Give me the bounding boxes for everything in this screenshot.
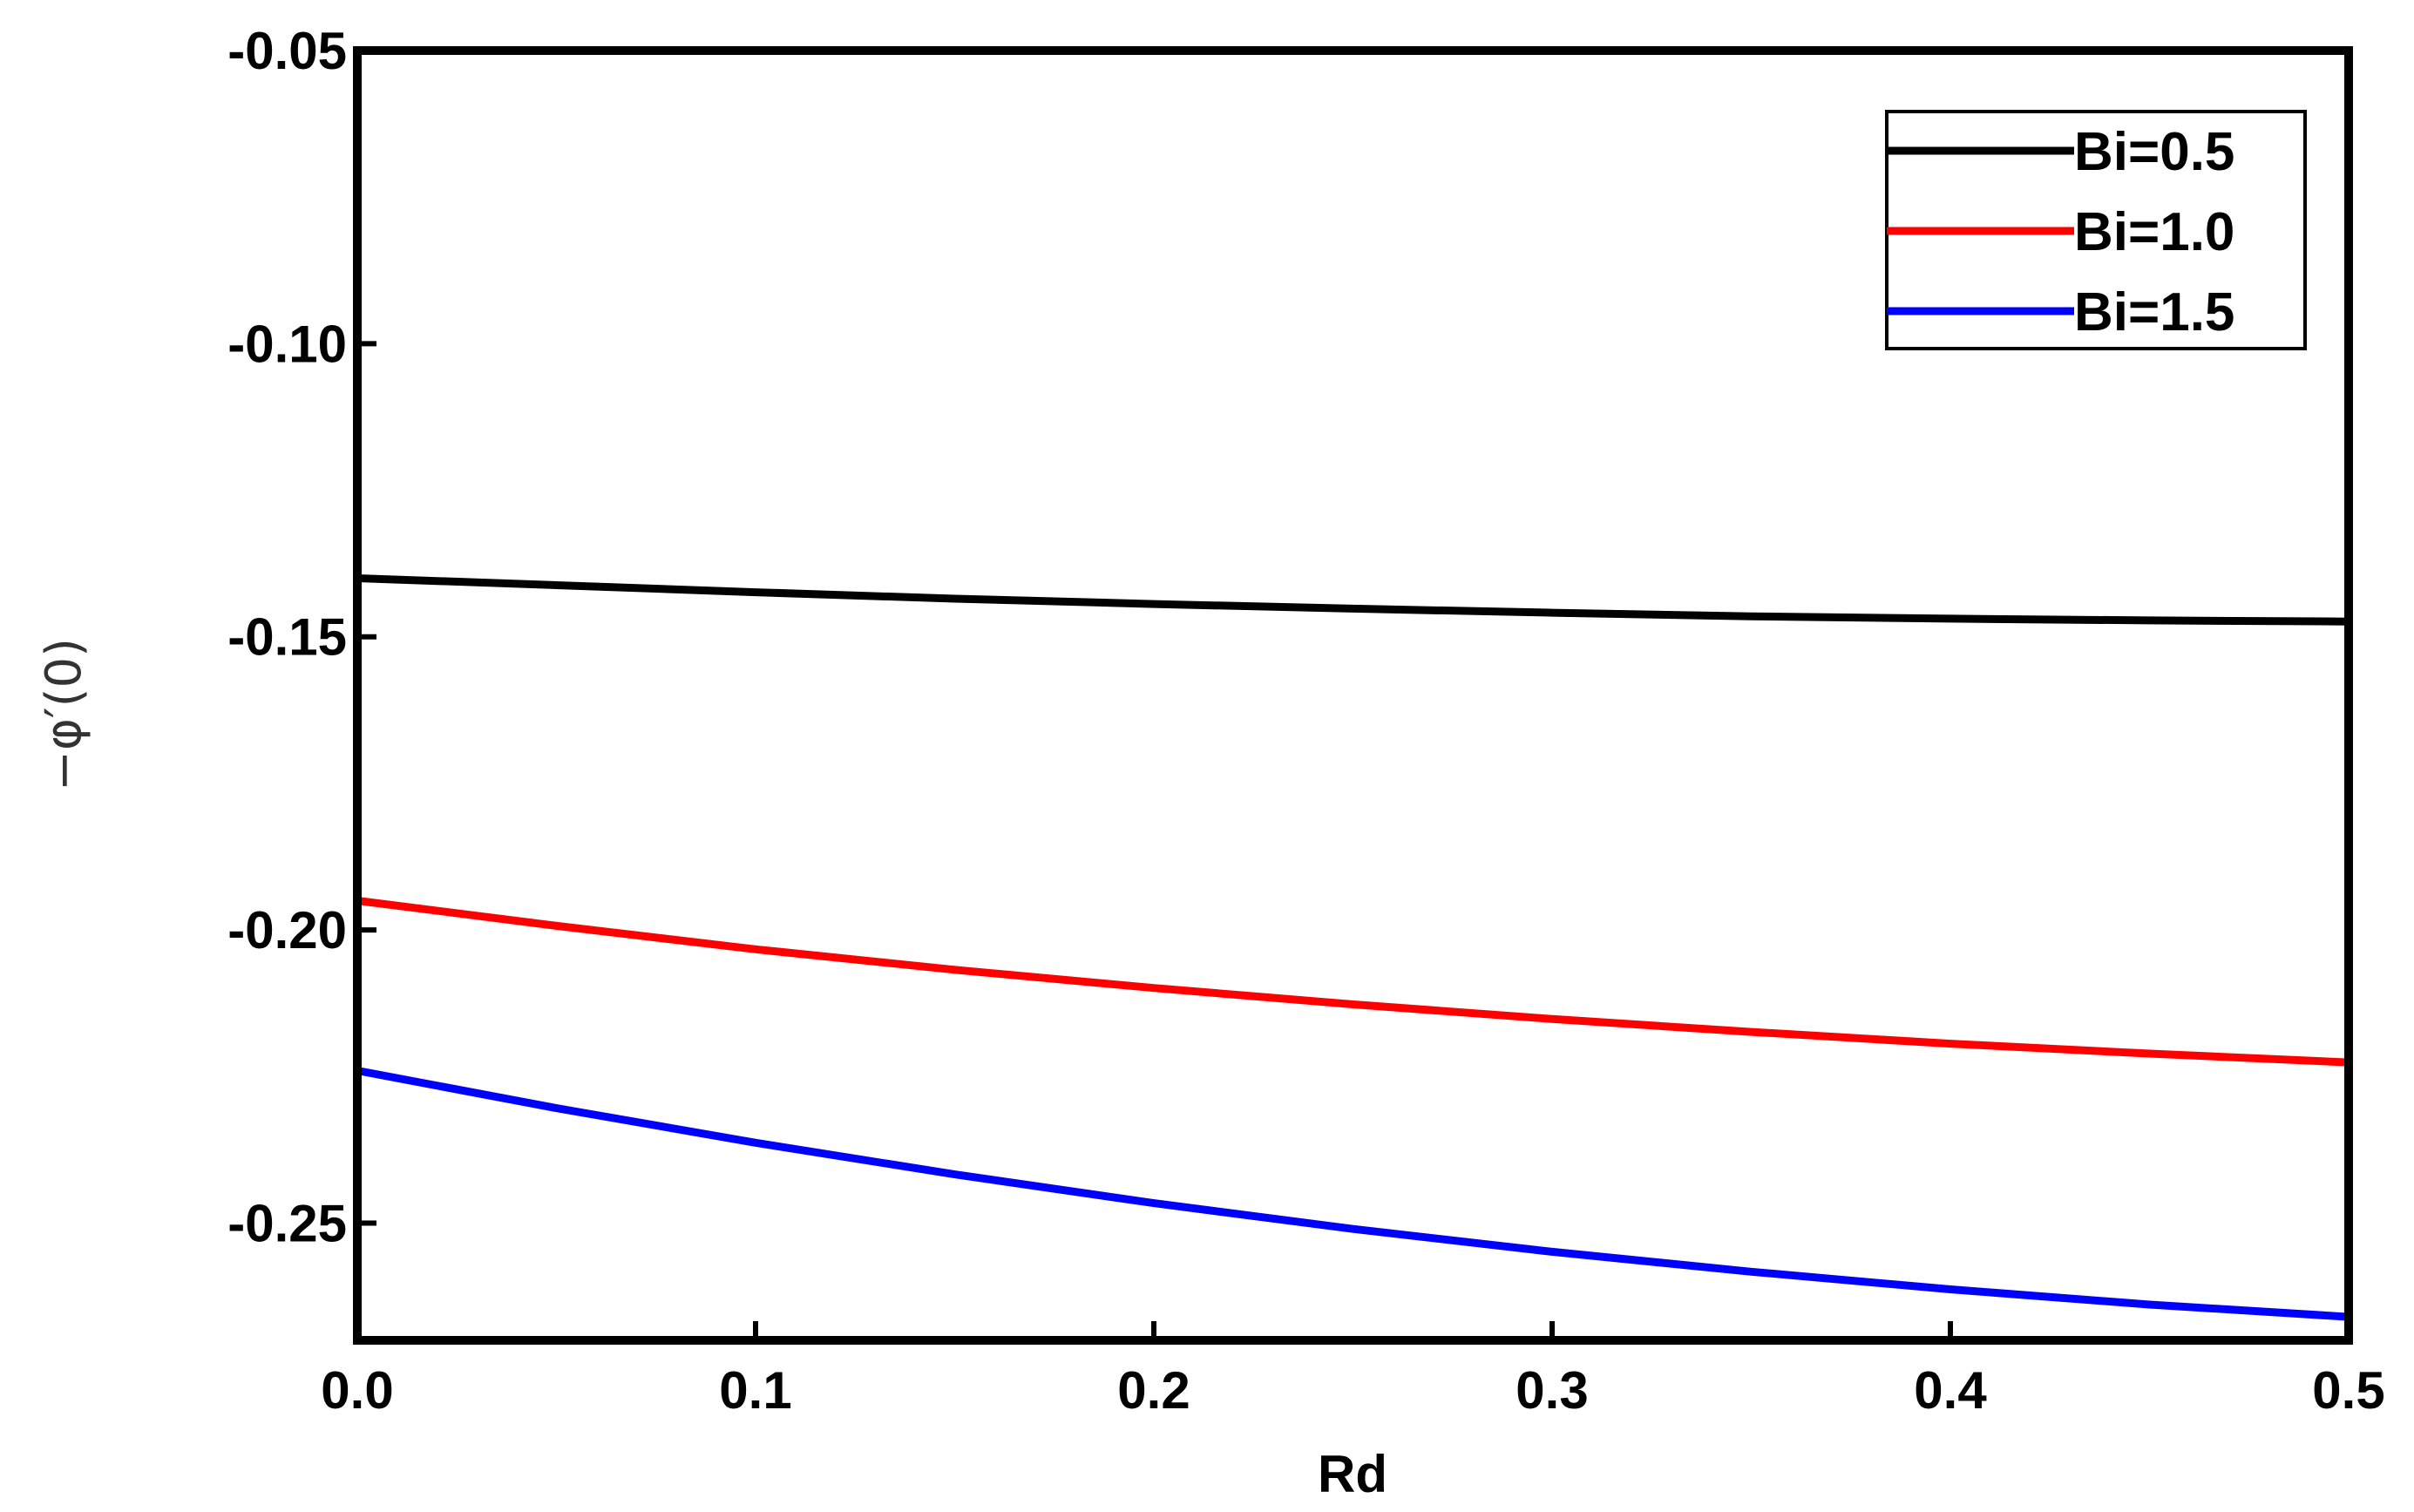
ticks-layer: 0.0 0.1 0.2 0.3 0.4 0.5 -0.05 -0.10 -0.15 -0.20 -0… — [227, 22, 2384, 1420]
y-tick-label: -0.20 — [227, 901, 347, 959]
legend-label: Bi=1.0 — [2074, 202, 2234, 262]
legend-label: Bi=1.5 — [2074, 282, 2234, 342]
x-tick-label: 0.3 — [1516, 1361, 1588, 1420]
legend: Bi=0.5 Bi=1.0 Bi=1.5 — [1885, 110, 2307, 350]
series-layer — [356, 574, 2350, 1321]
x-tick-label: 0.5 — [2312, 1361, 2384, 1420]
x-tick-label: 0.1 — [719, 1361, 791, 1420]
y-tick-label: -0.15 — [227, 608, 347, 667]
series-line-3 — [356, 1067, 2350, 1321]
x-axis-label: Rd — [1318, 1445, 1387, 1503]
series-line-1 — [356, 574, 2350, 626]
y-axis-label: −φ′(0) — [36, 638, 92, 791]
series-line-2 — [356, 897, 2350, 1067]
y-tick-label: -0.10 — [227, 315, 347, 373]
x-tick-label: 0.4 — [1914, 1361, 1987, 1420]
y-tick-label: -0.25 — [227, 1194, 347, 1252]
y-tick-label: -0.05 — [227, 22, 347, 80]
x-tick-label: 0.2 — [1117, 1361, 1190, 1420]
plot-frame — [353, 46, 2353, 1345]
x-tick-label: 0.0 — [321, 1361, 393, 1420]
legend-label: Bi=0.5 — [2074, 122, 2234, 182]
